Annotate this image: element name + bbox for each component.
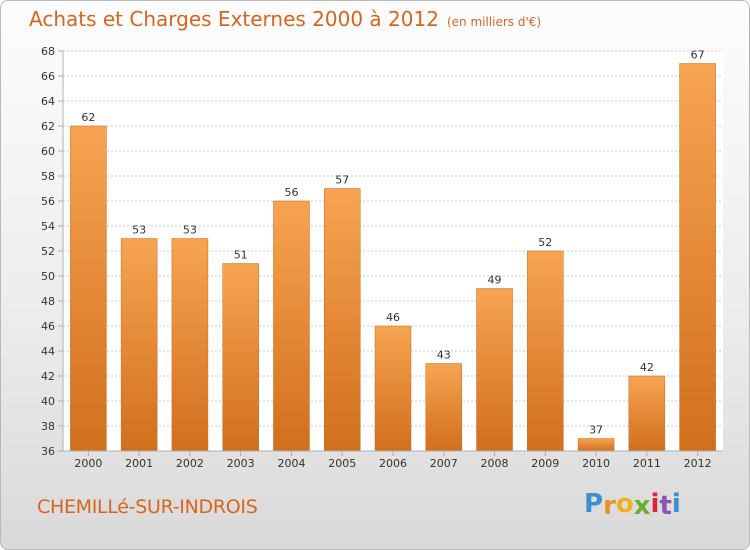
bar: [222, 263, 259, 452]
logo-letter: P: [584, 489, 604, 519]
bar-value-label: 62: [81, 111, 95, 124]
chart-title: Achats et Charges Externes 2000 à 2012 (e…: [29, 7, 541, 31]
x-tick-label: 2012: [684, 457, 712, 470]
bar: [679, 63, 716, 452]
x-tick-label: 2001: [125, 457, 153, 470]
x-tick-label: 2004: [277, 457, 305, 470]
logo-letter: o: [615, 489, 634, 519]
bar-value-label: 52: [538, 236, 552, 249]
x-tick-label: 2005: [328, 457, 356, 470]
chart-subtitle: (en milliers d'€): [446, 15, 542, 29]
logo-letter: t: [659, 491, 672, 521]
y-tick-label: 62: [41, 120, 55, 133]
bar-value-label: 43: [437, 349, 451, 362]
logo-letter: r: [603, 491, 616, 521]
y-tick-label: 38: [41, 420, 55, 433]
bar-value-label: 51: [234, 249, 248, 262]
x-tick-label: 2009: [531, 457, 559, 470]
y-tick-label: 52: [41, 245, 55, 258]
x-tick-label: 2000: [74, 457, 102, 470]
bar: [476, 288, 513, 452]
bar: [628, 375, 666, 452]
x-tick-label: 2008: [481, 457, 509, 470]
y-tick-label: 68: [41, 45, 55, 58]
x-tick-label: 2010: [582, 457, 610, 470]
bar-chart: 36 38 40 42 44 46 48 50 52 54 56 58 60 62 64 66 68 62 53 5…: [41, 45, 723, 470]
proxiti-logo: Proxiti: [584, 489, 681, 521]
bar: [273, 200, 310, 452]
y-tick-label: 36: [41, 445, 55, 458]
y-tick-label: 58: [41, 170, 55, 183]
y-tick-label: 66: [41, 70, 55, 83]
x-tick-label: 2006: [379, 457, 407, 470]
x-tick-label: 2002: [176, 457, 204, 470]
logo-letter: i: [671, 489, 681, 519]
bar: [374, 325, 412, 452]
chart-title-text: Achats et Charges Externes 2000 à 2012: [29, 7, 439, 31]
y-tick-label: 54: [41, 220, 55, 233]
bar: [171, 238, 209, 452]
bar-value-label: 56: [284, 186, 298, 199]
x-tick-label: 2003: [227, 457, 255, 470]
bar-value-label: 57: [335, 174, 349, 187]
bar-value-label: 37: [589, 424, 603, 437]
commune-name: CHEMILLé-SUR-INDROIS: [37, 496, 258, 518]
bar-value-label: 49: [488, 274, 502, 287]
x-tick-label: 2011: [633, 457, 661, 470]
logo-letter: i: [650, 489, 660, 519]
bar: [425, 363, 463, 452]
y-tick-label: 48: [41, 295, 55, 308]
bar-value-label: 46: [386, 311, 400, 324]
bar-value-label: 67: [691, 49, 705, 62]
y-tick-label: 46: [41, 320, 55, 333]
y-tick-label: 50: [41, 270, 55, 283]
y-tick-label: 40: [41, 395, 55, 408]
bar-value-label: 53: [132, 224, 146, 237]
logo-letter: x: [633, 491, 651, 521]
y-tick-label: 56: [41, 195, 55, 208]
y-tick-label: 60: [41, 145, 55, 158]
y-tick-label: 42: [41, 370, 55, 383]
bar-value-label: 42: [640, 361, 654, 374]
y-tick-label: 44: [41, 345, 55, 358]
bar: [527, 250, 564, 452]
x-tick-label: 2007: [430, 457, 458, 470]
bar: [70, 125, 107, 452]
bar: [577, 438, 615, 452]
bar: [120, 238, 158, 452]
y-tick-label: 64: [41, 95, 55, 108]
bar-value-label: 53: [183, 224, 197, 237]
bar: [323, 188, 361, 452]
